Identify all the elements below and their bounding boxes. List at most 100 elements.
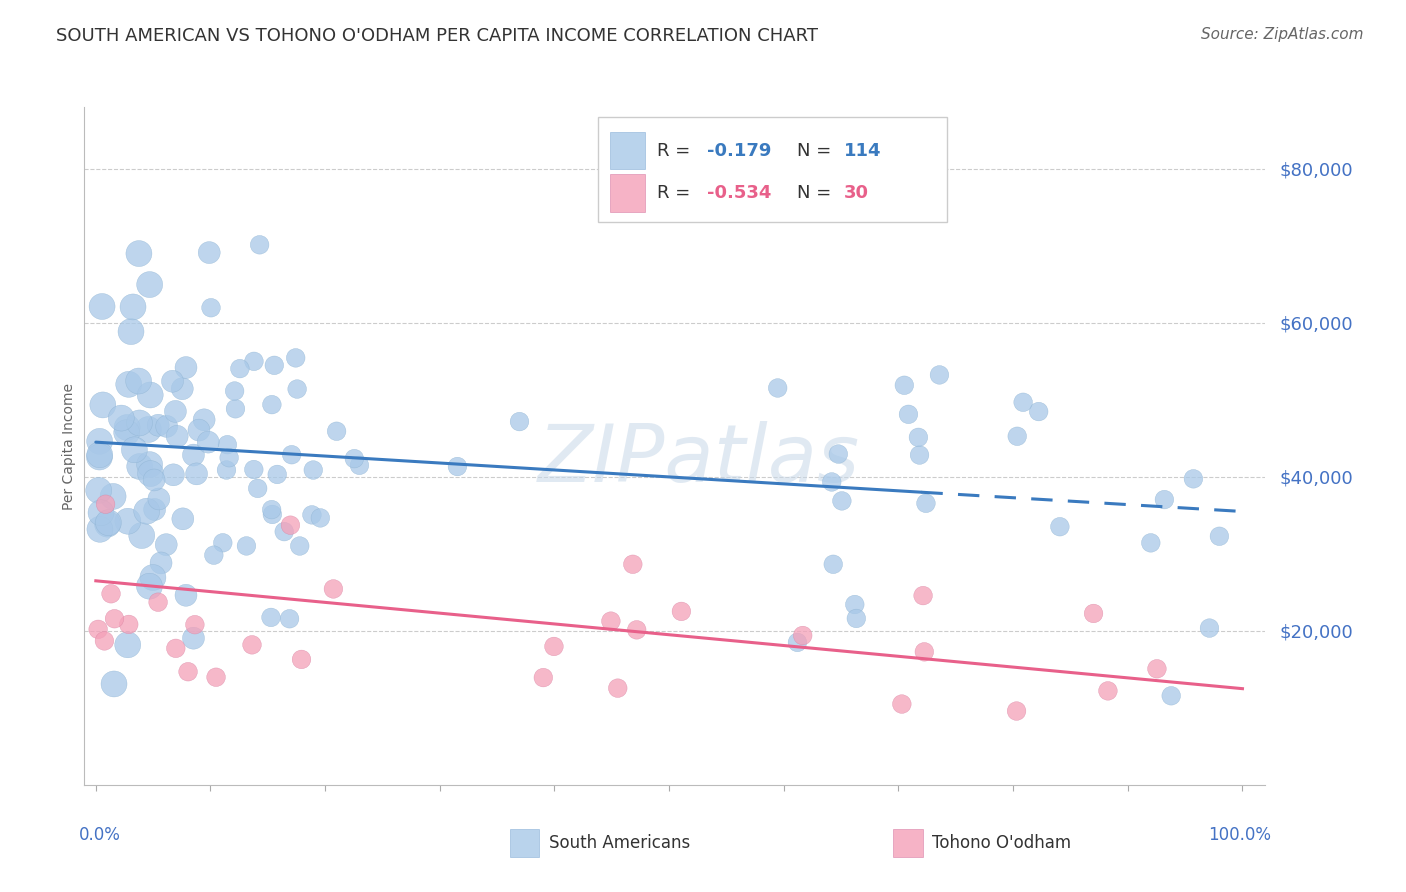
Point — [142, 570, 165, 584]
Point — [284, 351, 307, 365]
Point — [543, 640, 565, 654]
Point — [101, 490, 124, 504]
Point — [87, 623, 110, 637]
Point — [155, 538, 177, 552]
Point — [240, 638, 263, 652]
Point — [823, 558, 845, 572]
Text: 100.0%: 100.0% — [1208, 826, 1271, 844]
Text: Source: ZipAtlas.com: Source: ZipAtlas.com — [1201, 27, 1364, 42]
FancyBboxPatch shape — [610, 132, 645, 169]
Point — [139, 467, 162, 481]
Point — [187, 423, 209, 437]
Point — [197, 435, 219, 450]
Point — [766, 381, 789, 395]
Point — [599, 614, 621, 628]
Point — [193, 413, 215, 427]
Point — [198, 245, 221, 260]
Text: N =: N = — [797, 184, 837, 202]
Text: South Americans: South Americans — [548, 834, 690, 852]
Text: Tohono O'odham: Tohono O'odham — [932, 834, 1071, 852]
Point — [143, 473, 166, 487]
Point — [1139, 536, 1161, 550]
Point — [273, 524, 295, 539]
Point — [246, 482, 269, 496]
Point — [1005, 704, 1028, 718]
Point — [224, 384, 246, 398]
Point — [912, 589, 935, 603]
Point — [91, 300, 114, 314]
Point — [897, 407, 920, 421]
Point — [606, 681, 628, 695]
Point — [183, 631, 205, 645]
Point — [309, 511, 332, 525]
Point — [205, 670, 228, 684]
Point — [138, 277, 160, 292]
Point — [174, 588, 197, 602]
Point — [117, 638, 139, 652]
Point — [845, 611, 868, 625]
Point — [893, 378, 915, 392]
Point — [110, 411, 132, 425]
Point — [172, 382, 194, 396]
Point — [280, 518, 302, 533]
Point — [135, 504, 157, 518]
Point — [186, 467, 208, 481]
Point — [621, 558, 644, 572]
Point — [211, 536, 233, 550]
Point — [278, 612, 301, 626]
Point — [124, 442, 146, 457]
Point — [322, 582, 344, 596]
Point — [349, 458, 371, 473]
Point — [128, 459, 150, 474]
Point — [1012, 395, 1035, 409]
Point — [146, 595, 169, 609]
Point — [285, 382, 308, 396]
Point — [1160, 689, 1182, 703]
Point — [97, 516, 120, 530]
Point — [928, 368, 950, 382]
Text: R =: R = — [657, 184, 696, 202]
Point — [302, 463, 325, 477]
Point — [122, 300, 145, 314]
Point — [907, 430, 929, 444]
Point — [243, 354, 266, 368]
Point — [202, 548, 225, 562]
Point — [138, 579, 160, 593]
Text: 0.0%: 0.0% — [79, 826, 121, 844]
Point — [325, 424, 347, 438]
Point — [280, 448, 302, 462]
Point — [266, 467, 288, 482]
Point — [1182, 472, 1205, 486]
Point — [156, 419, 179, 434]
Point — [117, 514, 139, 528]
Point — [172, 512, 194, 526]
FancyBboxPatch shape — [598, 117, 946, 222]
Point — [224, 401, 246, 416]
Text: 30: 30 — [844, 184, 869, 202]
Point — [94, 497, 117, 511]
Point — [162, 374, 184, 388]
Point — [217, 438, 239, 452]
Point — [249, 237, 271, 252]
Point — [103, 612, 125, 626]
Point — [89, 450, 111, 464]
FancyBboxPatch shape — [509, 829, 538, 857]
Point — [138, 458, 160, 472]
Point — [792, 628, 814, 642]
Point — [138, 423, 160, 437]
FancyBboxPatch shape — [893, 829, 922, 857]
Point — [128, 416, 150, 430]
Point — [89, 434, 111, 449]
Point — [215, 463, 238, 477]
Point — [671, 604, 693, 618]
Point — [1005, 429, 1028, 443]
Point — [626, 623, 648, 637]
Point — [235, 539, 257, 553]
Point — [165, 641, 187, 656]
Point — [844, 598, 866, 612]
Point — [290, 652, 312, 666]
FancyBboxPatch shape — [610, 174, 645, 211]
Point — [100, 587, 122, 601]
Point — [148, 418, 170, 433]
Point — [120, 325, 142, 339]
